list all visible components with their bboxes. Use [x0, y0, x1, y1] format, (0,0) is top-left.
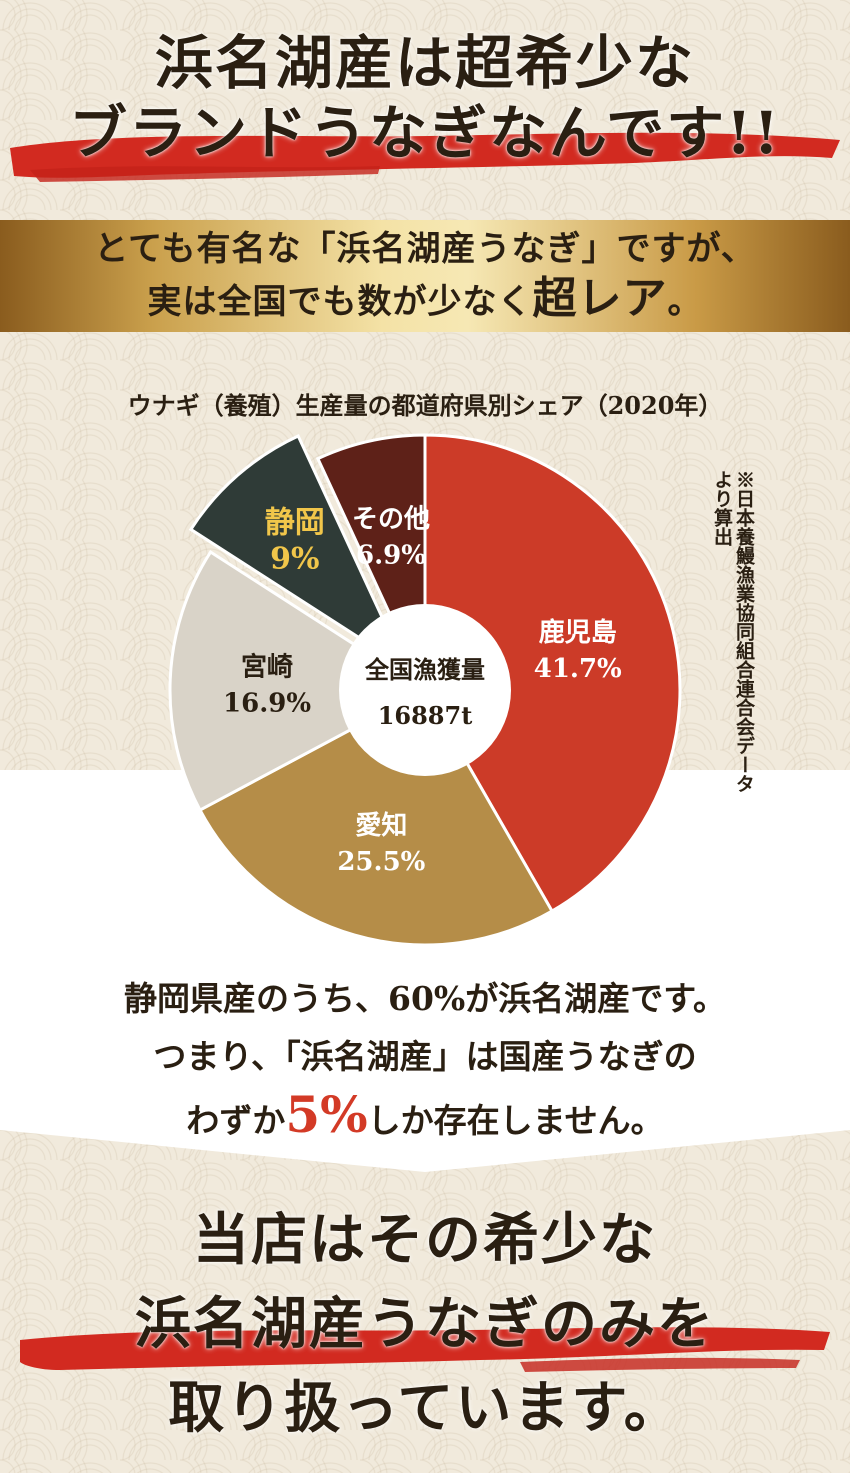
- pie-chart: 鹿児島 41.7% 愛知 25.5% 宮崎 16.9% 静岡9% その他 6.9% 全国漁獲量 16…: [168, 433, 682, 947]
- gold-banner-line2-suffix: 。: [667, 282, 703, 322]
- pie-center-value: 16887t: [378, 701, 473, 730]
- gold-banner: [0, 220, 850, 332]
- middle-line3-prefix: わずか: [186, 1101, 286, 1140]
- red-brush-stroke-top: [10, 132, 840, 182]
- headline-bottom-line1: 当店はその希少な: [193, 1207, 657, 1273]
- pie-slice-value-1: 25.5%: [337, 847, 425, 877]
- headline-top-line2: ブランドうなぎなんです!!: [68, 99, 782, 167]
- pie-slice-value-2: 16.9%: [223, 689, 311, 719]
- gold-banner-line2-prefix: 実は全国でも数が少なく: [147, 282, 533, 322]
- pie-slice-name-0: 鹿児島: [539, 617, 617, 648]
- middle-emphasis-percent: 5%: [285, 1085, 368, 1144]
- headline-bottom: 当店はその希少な 浜名湖産うなぎのみを 取り扱っています。: [0, 1198, 850, 1450]
- pie-slice-name-3: 静岡: [265, 505, 325, 540]
- wave-pattern-background-bottom: [0, 1130, 850, 1473]
- middle-line1: 静岡県産のうち、60%が浜名湖産です。: [124, 979, 726, 1018]
- pie-center-label: 全国漁獲量: [364, 655, 485, 684]
- pie-slice-0: [423, 433, 682, 914]
- middle-line3: わずか5%しか存在しません。: [0, 1086, 850, 1150]
- pie-slice-name-1: 愛知: [355, 811, 407, 841]
- pie-slice-2: [168, 549, 428, 813]
- pie-slice-value-0: 41.7%: [534, 654, 622, 684]
- middle-line3-suffix: しか存在しません。: [367, 1101, 664, 1140]
- headline-top-line1: 浜名湖産は超希少な: [154, 29, 695, 97]
- chart-title: ウナギ（養殖）生産量の都道府県別シェア（2020年）: [127, 391, 723, 420]
- section-divider-notch: [0, 1128, 850, 1172]
- headline-bottom-line3: 取り扱っています。: [168, 1375, 682, 1441]
- middle-line2: つまり、「浜名湖産」は国産うなぎの: [153, 1037, 697, 1076]
- middle-explanation: 静岡県産のうち、60%が浜名湖産です。 つまり、「浜名湖産」は国産うなぎの わず…: [0, 970, 850, 1150]
- pie-slice-value-4: 6.9%: [356, 541, 426, 571]
- pie-slice-1: [197, 687, 555, 947]
- pie-slice-value-3: 9%: [270, 541, 319, 576]
- gold-banner-emphasis: 超レア: [532, 273, 668, 324]
- pie-center-hole: [339, 604, 511, 776]
- pie-slice-3: [188, 433, 409, 672]
- gold-banner-text: とても有名な「浜名湖産うなぎ」ですが、 実は全国でも数が少なく超レア。: [0, 224, 850, 327]
- pie-slice-name-4: その他: [352, 505, 430, 535]
- red-brush-stroke-bottom: [20, 1327, 830, 1372]
- wave-pattern-background-top: [0, 0, 850, 770]
- headline-top: 浜名湖産は超希少な ブランドうなぎなんです!!: [0, 28, 850, 168]
- gold-banner-line1: とても有名な「浜名湖産うなぎ」ですが、: [94, 229, 756, 269]
- gold-banner-line2: 実は全国でも数が少なく超レア。: [0, 274, 850, 327]
- chart-source-note: ※日本養鰻漁業協同組合連合会データより算出: [711, 470, 755, 793]
- headline-bottom-line2: 浜名湖産うなぎのみを: [135, 1291, 715, 1357]
- pie-slice-name-2: 宮崎: [241, 652, 293, 683]
